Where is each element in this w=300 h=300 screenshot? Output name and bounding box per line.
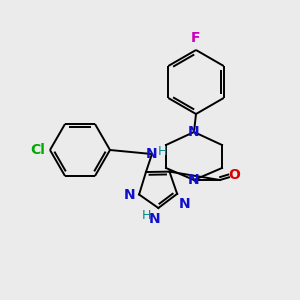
Text: N: N	[124, 188, 135, 202]
Text: O: O	[228, 168, 240, 182]
Text: H: H	[142, 209, 151, 223]
Text: F: F	[191, 31, 201, 45]
Text: N: N	[188, 173, 200, 187]
Text: N: N	[146, 147, 158, 161]
Text: H: H	[157, 145, 167, 158]
Text: N: N	[188, 125, 200, 139]
Text: Cl: Cl	[30, 143, 45, 157]
Text: N: N	[179, 197, 191, 211]
Text: N: N	[148, 212, 160, 226]
